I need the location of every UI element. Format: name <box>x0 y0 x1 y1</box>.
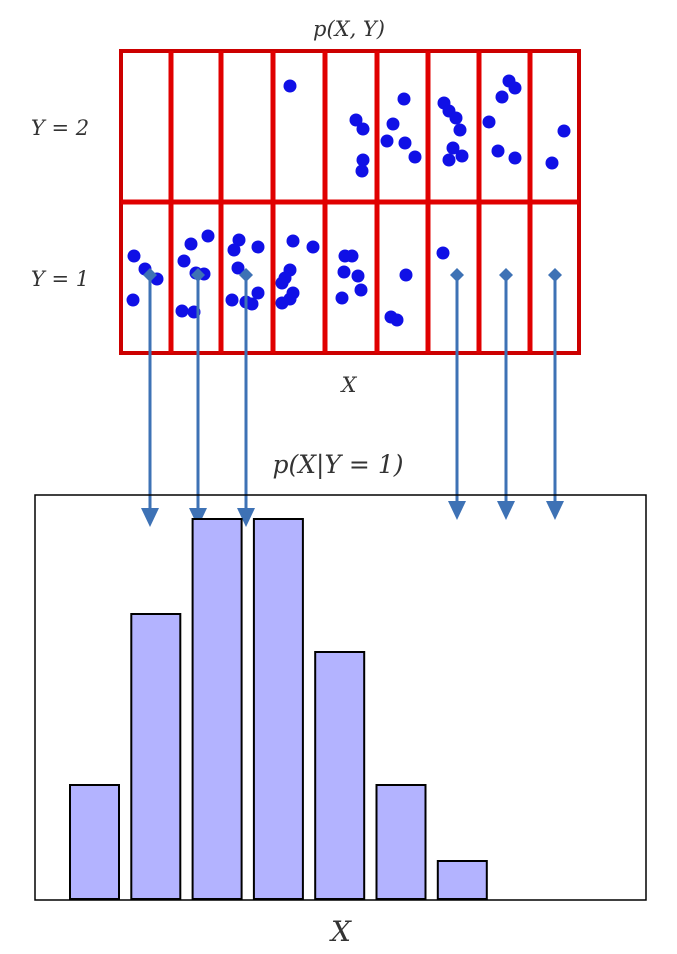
sample-dot <box>399 268 413 282</box>
sample-dot <box>126 293 140 307</box>
sample-dot <box>356 122 370 136</box>
projection-arrow <box>448 268 466 520</box>
sample-dot <box>245 297 259 311</box>
projection-arrow <box>141 268 159 527</box>
sample-dot <box>184 237 198 251</box>
sample-dot <box>175 304 189 318</box>
joint-grid <box>119 49 581 355</box>
sample-dot <box>380 134 394 148</box>
sample-points <box>126 74 571 327</box>
sample-dot <box>351 269 365 283</box>
row-label-y1: Y = 1 <box>31 267 89 291</box>
sample-dot <box>495 90 509 104</box>
sample-dot <box>545 156 559 170</box>
sample-dot <box>408 150 422 164</box>
sample-dot <box>286 234 300 248</box>
sample-dot <box>349 113 363 127</box>
sample-dot <box>442 153 456 167</box>
sample-dot <box>491 144 505 158</box>
sample-dot <box>446 141 460 155</box>
sample-dot <box>127 249 141 263</box>
sample-dot <box>453 123 467 137</box>
sample-dot <box>455 149 469 163</box>
sample-dot <box>482 115 496 129</box>
sample-dot <box>283 79 297 93</box>
sample-dot <box>251 240 265 254</box>
sample-dot <box>306 240 320 254</box>
sample-dot <box>508 81 522 95</box>
conditional-title: p(X|Y = 1) <box>273 450 404 480</box>
histogram-bar-3 <box>191 518 243 900</box>
sample-dot <box>201 229 215 243</box>
sample-dot <box>386 117 400 131</box>
sample-dot <box>356 153 370 167</box>
sample-dot <box>337 265 351 279</box>
joint-title: p(X, Y) <box>313 17 385 41</box>
sample-dot <box>436 246 450 260</box>
sample-dot <box>232 233 246 247</box>
histogram-bar-2 <box>130 613 182 900</box>
histogram-bar-4 <box>252 518 304 900</box>
row-label-y2: Y = 2 <box>31 116 89 140</box>
sample-dot <box>354 283 368 297</box>
sample-dot <box>251 286 265 300</box>
sample-dot <box>508 151 522 165</box>
histogram-bar-5 <box>314 651 366 900</box>
histogram-bars <box>69 518 488 900</box>
sample-dot <box>557 124 571 138</box>
sample-dot <box>283 292 297 306</box>
sample-dot <box>231 261 245 275</box>
histogram-x-label: X <box>329 915 352 948</box>
sample-dot <box>397 92 411 106</box>
sample-dot <box>177 254 191 268</box>
projection-arrow <box>189 268 207 527</box>
sample-dot <box>335 291 349 305</box>
sample-dot <box>345 249 359 263</box>
joint-x-label: X <box>340 373 358 397</box>
sample-dot <box>225 293 239 307</box>
sample-dot <box>398 136 412 150</box>
projection-arrows <box>141 268 564 527</box>
sample-dot <box>390 313 404 327</box>
projection-arrow <box>497 268 515 520</box>
histogram-bar-1 <box>69 784 120 900</box>
sample-dot <box>227 243 241 257</box>
sample-dot <box>275 276 289 290</box>
sample-dot <box>355 164 369 178</box>
histogram-bar-6 <box>375 784 427 900</box>
projection-arrow <box>546 268 564 520</box>
projection-arrow <box>237 268 255 527</box>
histogram-bar-7 <box>436 860 488 900</box>
sample-dot <box>449 111 463 125</box>
